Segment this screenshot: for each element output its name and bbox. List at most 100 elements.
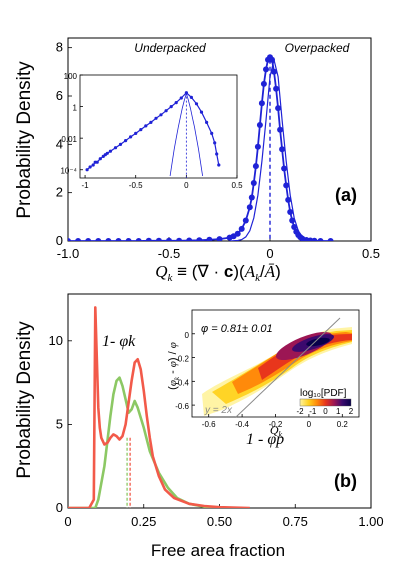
inset-b-ytick-label: 0 xyxy=(185,331,190,340)
panel-b-ylabel: Probability Density xyxy=(14,321,35,479)
panel-a-data-point xyxy=(166,237,172,241)
inset-a-data-point xyxy=(199,110,204,114)
panel-a-data-point xyxy=(279,146,286,153)
colorbar-tick-label: 1 xyxy=(336,407,341,416)
underpacked-label: Underpacked xyxy=(134,41,206,55)
panel-a: -1.0 -0.5 0 0.5 0 2 4 6 8 Underpacked Overpacked… xyxy=(14,37,380,284)
inset-a-data-point xyxy=(108,149,112,153)
series-label-phi-p: 1 - φp xyxy=(246,431,284,448)
panel-a-data-point xyxy=(277,126,284,133)
inset-a-data-point xyxy=(139,128,143,132)
inset-a-data-point xyxy=(134,131,138,135)
panel-b-xtick-label: 0 xyxy=(64,514,71,529)
panel-a-ytick-label: 4 xyxy=(56,136,63,151)
panel-a-inset: -1 -0.5 0 0.5 10⁻⁴ 0.01 1 100 xyxy=(60,72,243,190)
panel-a-data-point xyxy=(95,238,102,241)
panel-b-series xyxy=(68,306,250,508)
panel-a-data-point xyxy=(246,204,253,211)
panel-a-data-point xyxy=(271,68,277,75)
inset-a-xtick-label: 0 xyxy=(184,181,189,190)
inset-a-data-point xyxy=(144,124,148,128)
panel-b-label: (b) xyxy=(334,471,357,491)
inset-a-data-point xyxy=(179,96,183,100)
inset-a-data-point xyxy=(194,102,199,106)
inset-a-data-point xyxy=(95,160,99,164)
inset-b-xtick-label: -0.4 xyxy=(235,420,249,429)
inset-a-ytick-label: 0.01 xyxy=(61,135,77,144)
inset-b-ytick-label: -0.2 xyxy=(175,355,189,364)
inset-a-data-point xyxy=(154,116,158,120)
panel-b-mean-lines xyxy=(126,437,131,508)
inset-a-data-point xyxy=(215,152,219,156)
inset-a-data-point xyxy=(91,163,95,167)
panel-a-data-point xyxy=(196,237,203,241)
inset-b-xtick-label: 0.2 xyxy=(337,420,349,429)
series-label-phi-k: 1- φk xyxy=(102,333,136,350)
colorbar-label: log₁₀[PDF] xyxy=(300,388,347,399)
panel-a-data-point xyxy=(258,100,265,107)
inset-a-data-point xyxy=(169,105,173,109)
panel-a-xtick-label: -0.5 xyxy=(158,246,180,261)
y-equals-2x-line xyxy=(235,317,341,418)
panel-a-ytick-label: 8 xyxy=(56,40,63,55)
inset-a-data-point xyxy=(217,163,221,167)
inset-a-xtick-label: -0.5 xyxy=(129,181,143,190)
panel-a-label: (a) xyxy=(335,185,357,205)
panel-a-data-point xyxy=(289,217,296,224)
inset-b-ylabel: (φk - φ) / φ xyxy=(167,342,181,390)
inset-a-data-point xyxy=(124,139,128,143)
inset-b-xtick-label: -0.6 xyxy=(202,420,216,429)
colorbar: log₁₀[PDF] -2 -1 0 1 2 xyxy=(296,388,353,416)
panel-b-ytick-label: 10 xyxy=(49,333,63,348)
panel-a-data-point xyxy=(273,85,280,92)
panel-a-data-point xyxy=(250,180,257,186)
inset-b-axes: -0.6 -0.4 -0.2 0 0.2 -0.6 -0.4 -0.2 0 xyxy=(175,331,348,429)
panel-a-data-point xyxy=(145,237,152,241)
inset-a-series xyxy=(85,91,221,177)
heatmap-cloud xyxy=(202,327,352,416)
inset-b-xlabel: Qk xyxy=(270,423,283,439)
inset-a-data-point xyxy=(164,109,168,113)
panel-b-ytick-label: 5 xyxy=(56,416,63,431)
panel-a-ytick-label: 2 xyxy=(56,185,63,200)
panel-a-data-point xyxy=(186,237,193,241)
panel-a-data-point xyxy=(85,238,92,241)
inset-a-data-point xyxy=(210,131,214,135)
y-equals-2x-label: y = 2x xyxy=(204,405,233,416)
panel-a-data-point xyxy=(311,237,318,241)
panel-a-data-point xyxy=(75,238,82,241)
inset-b-ytick-label: -0.4 xyxy=(175,378,189,387)
overpacked-label: Overpacked xyxy=(285,41,350,55)
panel-a-data-point xyxy=(238,225,245,232)
panel-a-data-point xyxy=(248,194,255,201)
colorbar-tick-label: -2 xyxy=(296,407,304,416)
colorbar-tick-label: 2 xyxy=(349,407,354,416)
phi-annotation: φ = 0.81± 0.01 xyxy=(201,323,273,335)
panel-a-data-point xyxy=(105,238,112,241)
panel-a-data-point xyxy=(260,80,267,87)
inset-a-xtick-label: 0.5 xyxy=(231,181,243,190)
inset-a-ytick-label: 10⁻⁴ xyxy=(60,167,77,176)
panel-a-data-point xyxy=(206,236,213,241)
inset-b-xtick-label: 0 xyxy=(307,420,312,429)
panel-b-inset-heatmap: -0.6 -0.4 -0.2 0 0.2 -0.6 -0.4 -0.2 0 φ = 0.81± … xyxy=(167,309,360,439)
inset-a-gaussian-fit xyxy=(169,91,203,177)
panel-b-xtick-label: 0.75 xyxy=(283,514,308,529)
panel-a-series xyxy=(68,54,334,241)
inset-a-data-point xyxy=(98,157,102,161)
panel-a-gaussian-fit xyxy=(229,59,311,241)
panel-a-data-point xyxy=(256,122,263,128)
inset-a-data-point xyxy=(129,135,133,139)
panel-a-axes: -1.0 -0.5 0 0.5 0 2 4 6 8 xyxy=(56,40,380,261)
inset-b-ytick-label: -0.6 xyxy=(175,402,189,411)
inset-a-axes: -1 -0.5 0 0.5 10⁻⁴ 0.01 1 100 xyxy=(60,72,243,190)
inset-a-data-point xyxy=(85,168,89,172)
panel-a-data-point xyxy=(254,143,261,150)
panel-b-xtick-label: 0.50 xyxy=(207,514,232,529)
colorbar-bar xyxy=(299,398,352,407)
panel-a-data-point xyxy=(216,236,223,241)
panel-b-ytick-label: 0 xyxy=(56,500,63,515)
panel-b-xtick-label: 1.00 xyxy=(358,514,383,529)
